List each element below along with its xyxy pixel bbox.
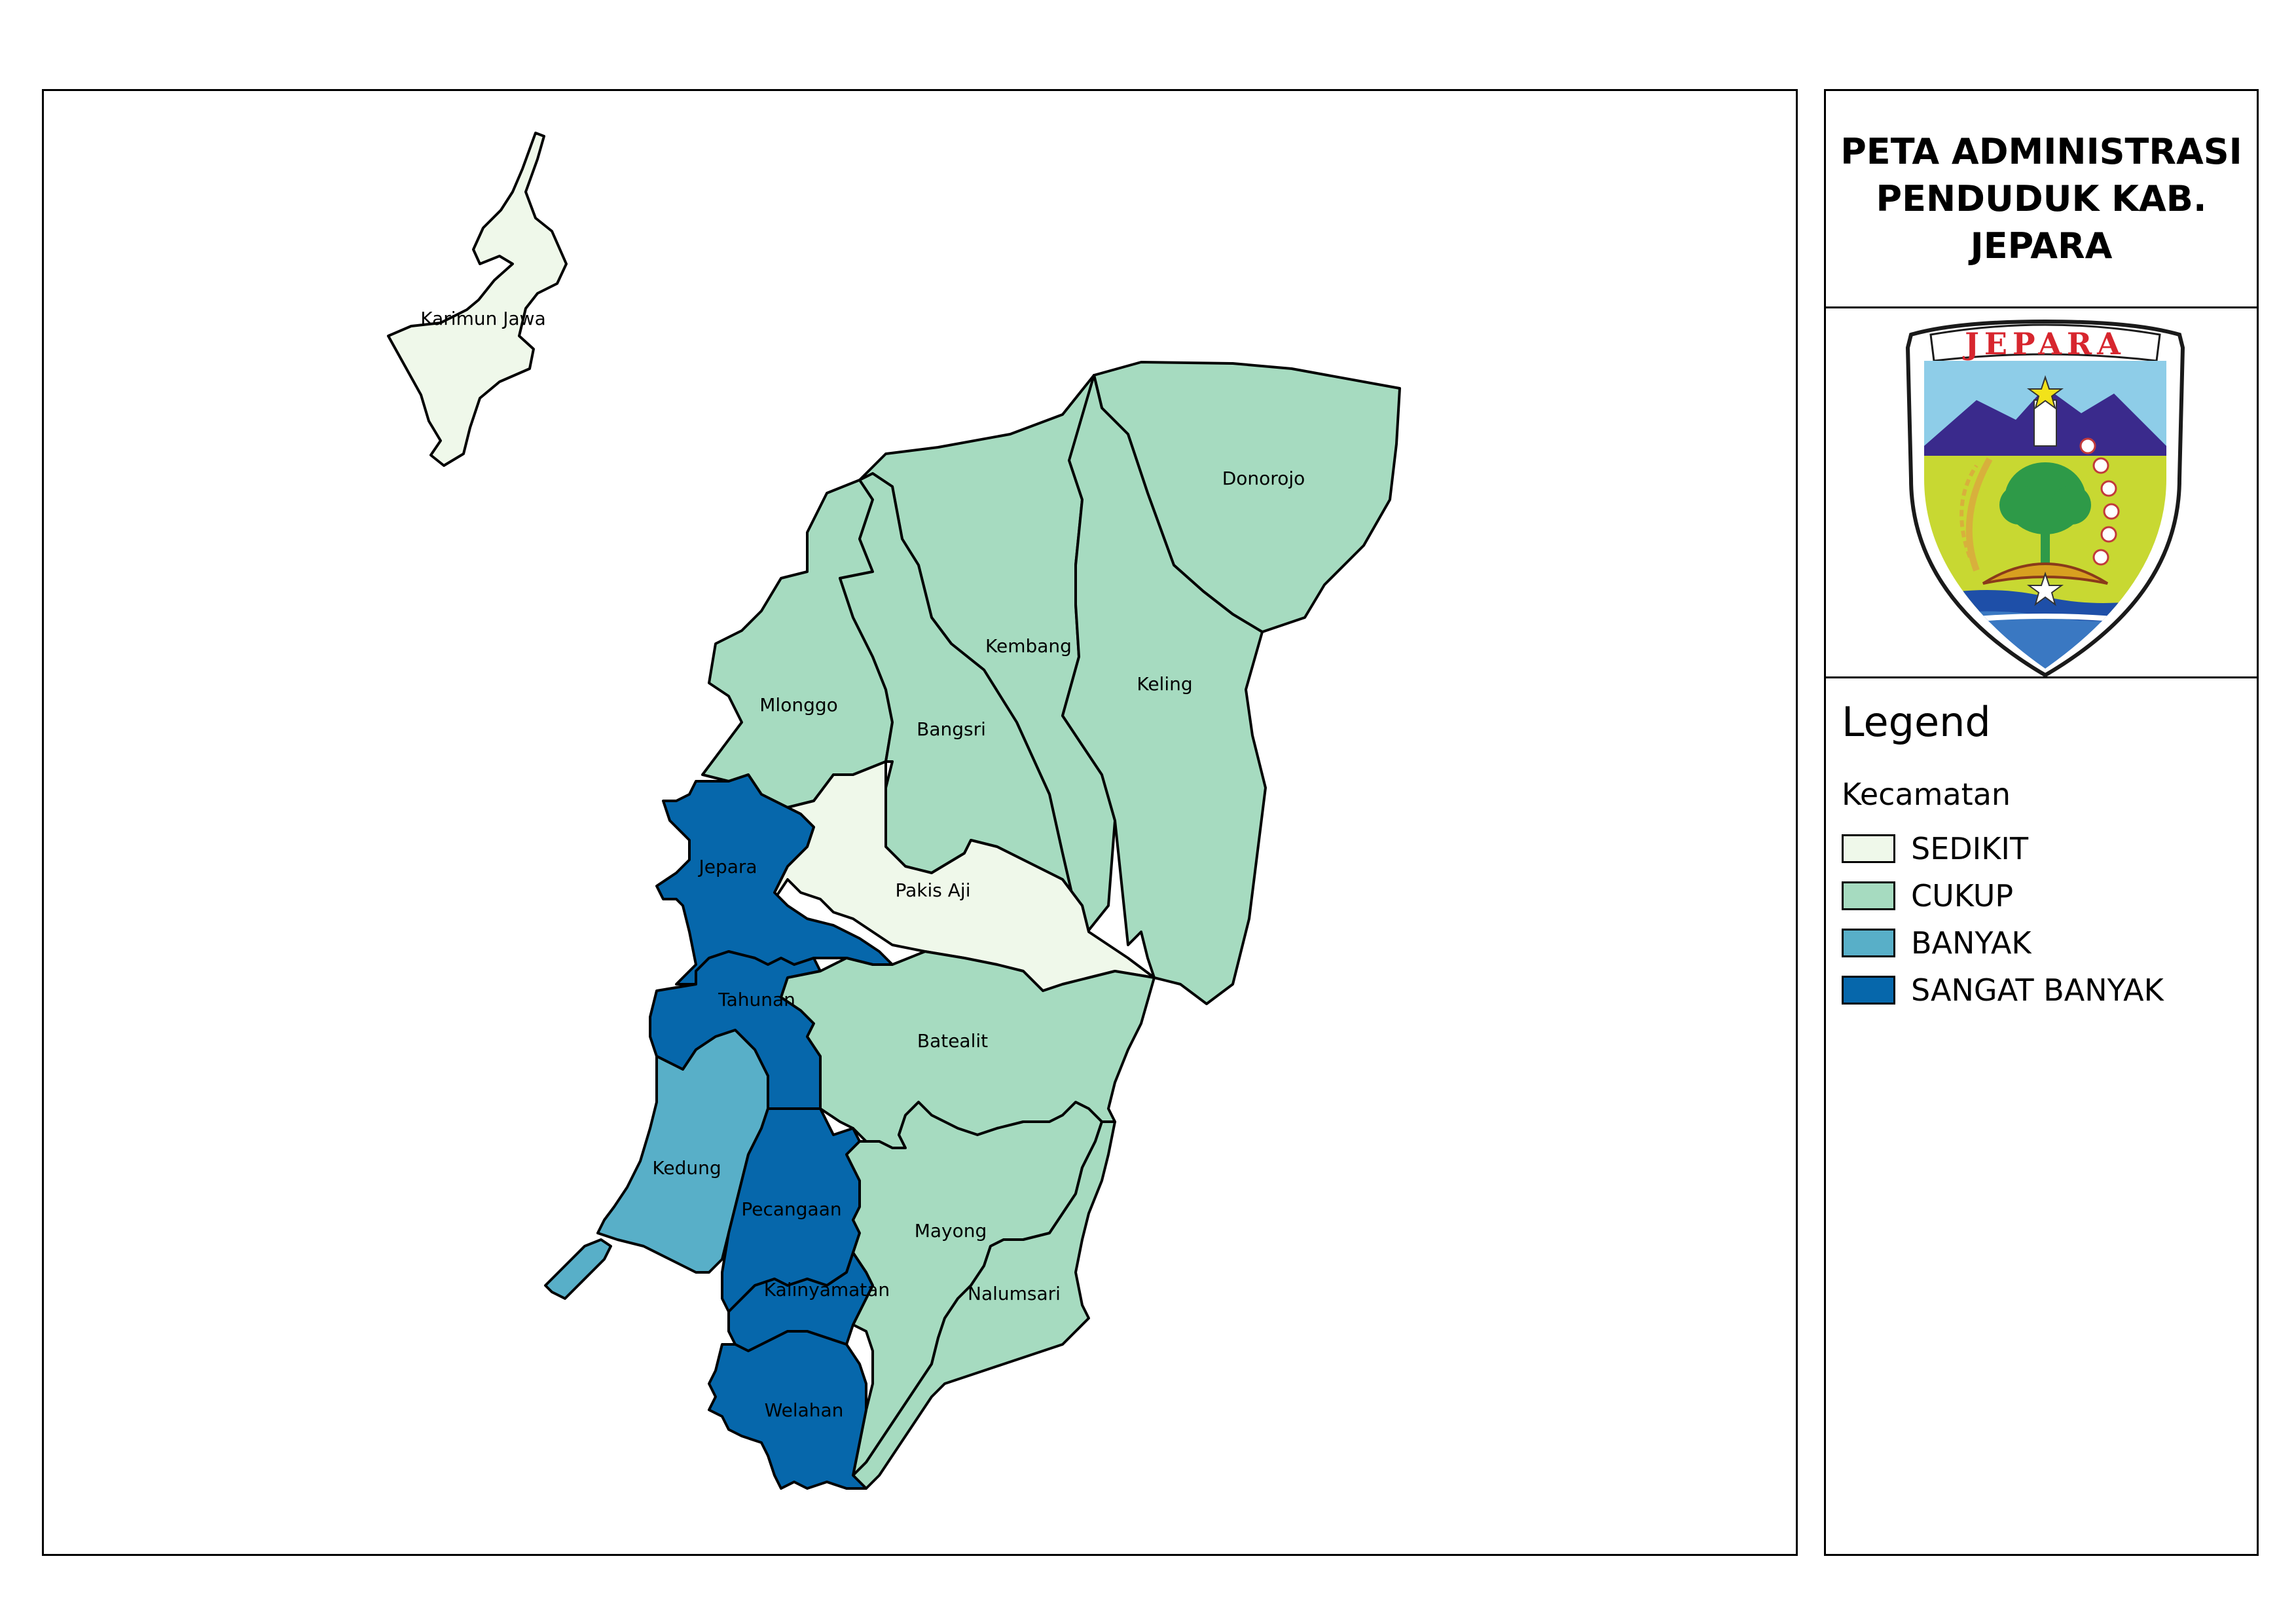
- label-welahan: Welahan: [765, 1399, 844, 1421]
- label-kedung: Kedung: [652, 1157, 721, 1179]
- label-bangsri: Bangsri: [917, 718, 986, 740]
- label-mayong: Mayong: [915, 1220, 987, 1242]
- label-mlonggo: Mlonggo: [759, 694, 838, 716]
- legend-label: SEDIKIT: [1911, 831, 2029, 866]
- label-pakis-aji: Pakis Aji: [896, 879, 971, 901]
- label-keling: Keling: [1137, 673, 1192, 695]
- legend-title: Legend: [1842, 698, 1991, 746]
- district-nalumsari[interactable]: [852, 1120, 1116, 1490]
- label-nalumsari: Nalumsari: [968, 1283, 1061, 1304]
- label-jepara: Jepara: [697, 856, 757, 877]
- legend-label: BANYAK: [1911, 925, 2032, 961]
- legend-subtitle: Kecamatan: [1842, 777, 2011, 812]
- map-canvas: Karimun Jawa Donorojo Kembang Keling Mlo…: [387, 132, 1401, 1490]
- logo-text: JEPARA: [1962, 326, 2126, 361]
- label-tahunan: Tahunan: [718, 989, 795, 1010]
- legend-label: CUKUP: [1911, 878, 2014, 913]
- label-kalinyamatan: Kalinyamatan: [764, 1279, 890, 1301]
- legend-swatch: [1842, 834, 1895, 863]
- legend-item-sangat-banyak: SANGAT BANYAK: [1842, 972, 2164, 1008]
- legend-item-cukup: CUKUP: [1842, 878, 2014, 913]
- legend-item-sedikit: SEDIKIT: [1842, 831, 2029, 866]
- title-panel: PETA ADMINISTRASI PENDUDUK KAB. JEPARA: [1824, 89, 2259, 308]
- label-batealit: Batealit: [917, 1030, 988, 1052]
- legend-label: SANGAT BANYAK: [1911, 972, 2164, 1008]
- district-welahan[interactable]: [708, 1330, 867, 1490]
- jepara-coat-of-arms-icon: JEPARA: [1905, 319, 2185, 678]
- district-karimun-jawa[interactable]: [387, 132, 568, 467]
- map-frame: Karimun Jawa Donorojo Kembang Keling Mlo…: [42, 89, 1798, 1556]
- label-karimun-jawa: Karimun Jawa: [420, 308, 545, 329]
- legend-item-banyak: BANYAK: [1842, 925, 2032, 961]
- map-title: PETA ADMINISTRASI PENDUDUK KAB. JEPARA: [1840, 130, 2242, 267]
- legend-panel: Legend Kecamatan SEDIKIT CUKUP BANYAK SA…: [1824, 676, 2259, 1556]
- district-keling[interactable]: [1061, 374, 1267, 1005]
- label-pecangaan: Pecangaan: [741, 1198, 841, 1220]
- legend-swatch: [1842, 929, 1895, 957]
- label-kembang: Kembang: [985, 635, 1072, 657]
- legend-swatch: [1842, 976, 1895, 1005]
- logo-panel: JEPARA: [1824, 306, 2259, 678]
- legend-swatch: [1842, 881, 1895, 910]
- label-donorojo: Donorojo: [1222, 468, 1305, 489]
